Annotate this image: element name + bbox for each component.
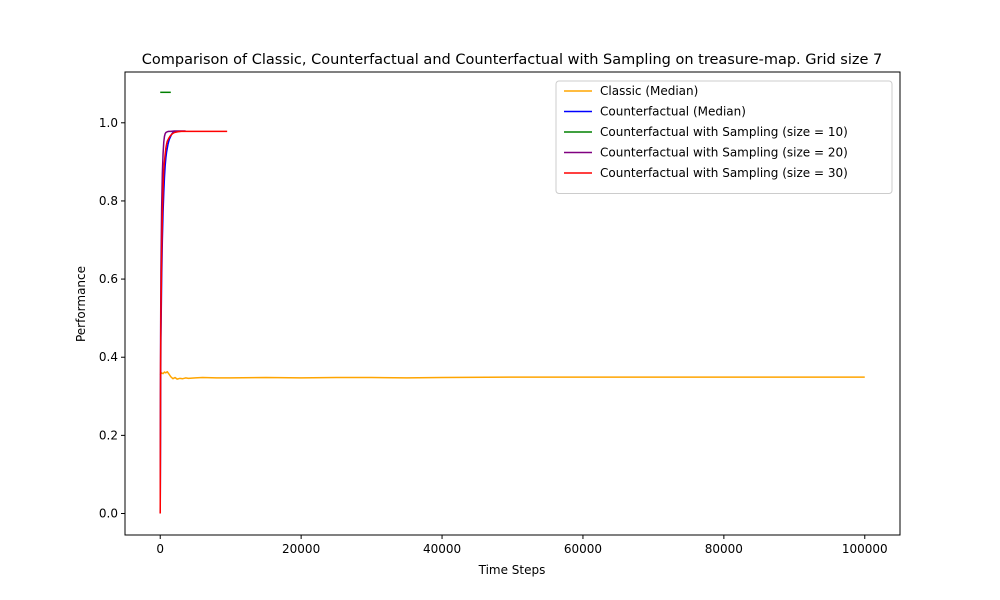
legend-label: Classic (Median) [600, 84, 698, 98]
plot-area [159, 91, 865, 514]
x-axis: 0 20000 40000 60000 80000 100000 [156, 535, 888, 556]
x-tick-label: 20000 [282, 542, 320, 556]
legend-label: Counterfactual (Median) [600, 105, 746, 119]
series-line-5 [159, 130, 228, 514]
y-axis-label: Performance [74, 266, 88, 342]
x-tick-label: 100000 [842, 542, 888, 556]
y-tick-label: 0.4 [99, 350, 118, 364]
x-tick-label: 80000 [705, 542, 743, 556]
axes-frame [124, 71, 901, 536]
y-tick-label: 1.0 [99, 116, 118, 130]
y-tick-label: 0.2 [99, 428, 118, 442]
chart-title: Comparison of Classic, Counterfactual an… [142, 52, 883, 68]
x-tick-label: 40000 [423, 542, 461, 556]
legend: Classic (Median) Counterfactual (Median) C… [555, 80, 893, 194]
y-axis: 0.0 0.2 0.4 0.6 0.8 1.0 [99, 116, 125, 521]
legend-label: Counterfactual with Sampling (size = 10) [600, 125, 848, 139]
legend-label: Counterfactual with Sampling (size = 30) [600, 166, 848, 180]
legend-box [555, 80, 893, 194]
y-tick-label: 0.8 [99, 194, 118, 208]
legend-label: Counterfactual with Sampling (size = 20) [600, 146, 848, 160]
y-tick-label: 0.0 [99, 507, 118, 521]
x-tick-label: 60000 [564, 542, 602, 556]
x-tick-label: 0 [156, 542, 164, 556]
series-line-1 [159, 370, 865, 380]
x-axis-label: Time Steps [478, 563, 546, 577]
y-tick-label: 0.6 [99, 272, 118, 286]
